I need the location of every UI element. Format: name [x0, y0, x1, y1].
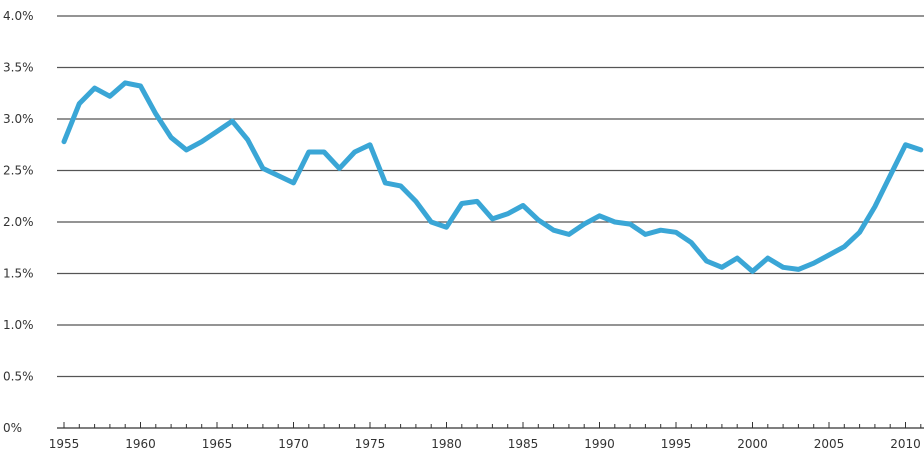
y-axis-tick-labels: 0% 0.5% 1.0% 1.5% 2.0% 2.5% 3.0% 3.5% 4.0% [3, 9, 34, 435]
x-tick-label: 1960 [125, 437, 156, 451]
y-tick-label: 3.5% [3, 61, 34, 75]
y-tick-label: 1.0% [3, 318, 34, 332]
x-tick-label: 1985 [508, 437, 539, 451]
x-tick-label: 2010 [890, 437, 921, 451]
y-tick-label: 0.5% [3, 370, 34, 384]
y-tick-label: 3.0% [3, 112, 34, 126]
x-tick-label: 1990 [584, 437, 615, 451]
x-tick-label: 1965 [202, 437, 233, 451]
y-tick-label: 2.0% [3, 215, 34, 229]
x-tick-label: 1995 [661, 437, 692, 451]
x-tick-label: 1980 [431, 437, 462, 451]
y-tick-label: 2.5% [3, 164, 34, 178]
x-tick-label: 1955 [49, 437, 80, 451]
series-layer [61, 80, 924, 274]
x-tick-label: 2005 [814, 437, 845, 451]
y-tick-label: 1.5% [3, 267, 34, 281]
y-tick-label: 4.0% [3, 9, 34, 23]
x-tick-label: 2000 [737, 437, 768, 451]
x-tick-label: 1975 [355, 437, 386, 451]
gridlines [57, 15, 924, 378]
y-tick-label: 0% [3, 421, 22, 435]
x-tick-label: 1970 [278, 437, 309, 451]
series-line [61, 80, 924, 274]
x-axis: 1955 1960 1965 1970 1975 1980 1985 1990 1995 2000… [49, 422, 924, 451]
